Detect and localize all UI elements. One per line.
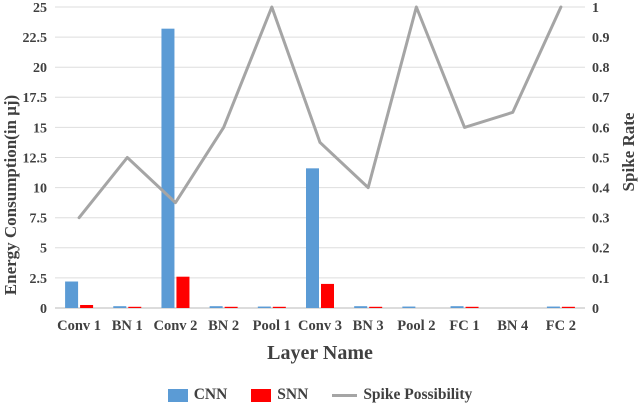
legend-item-snn: SNN	[251, 386, 308, 404]
bar-cnn-conv-3	[306, 168, 319, 308]
left-axis-tick: 7.5	[30, 212, 48, 227]
left-axis-title: Energy Consumption(in μj)	[1, 94, 20, 296]
legend-item-cnn: CNN	[167, 386, 228, 404]
left-axis-tick: 15	[33, 121, 47, 136]
bar-snn-fc-2	[561, 306, 575, 308]
left-axis-tick: 22.5	[23, 31, 48, 46]
bar-cnn-bn-2	[209, 306, 223, 308]
bar-snn-bn-2	[224, 306, 238, 308]
snn-bar-swatch-icon	[251, 388, 272, 402]
x-axis-title: Layer Name	[267, 342, 373, 364]
legend-label-cnn: CNN	[193, 386, 228, 403]
bar-cnn-fc-1	[450, 306, 464, 308]
right-axis-tick: 0.1	[592, 272, 610, 287]
spike-possibility-line	[77, 5, 563, 220]
left-axis-tick: 2.5	[30, 272, 48, 287]
left-axis-tick: 25	[33, 1, 47, 16]
right-axis-tick: 0	[592, 302, 599, 317]
x-axis-tick: Conv 3	[298, 318, 342, 334]
right-axis-tick: 0.6	[592, 121, 610, 136]
right-axis-tick: 0.3	[592, 212, 610, 227]
left-axis-tick: 0	[40, 302, 47, 317]
bar-cnn-bn-1	[113, 306, 127, 308]
right-axis-title: Spike Rate	[619, 112, 638, 192]
chart-legend: CNN SNN Spike Possibility	[0, 386, 640, 404]
legend-item-spike-possibility: Spike Possibility	[332, 386, 472, 404]
x-axis-tick: BN 1	[112, 318, 143, 334]
left-axis-tick: 10	[33, 182, 47, 197]
cnn-bar-swatch-icon	[167, 388, 188, 402]
legend-label-snn: SNN	[277, 386, 309, 403]
x-axis-tick: Pool 1	[253, 318, 291, 334]
x-axis-tick: FC 2	[546, 318, 576, 334]
x-axis-tick: BN 3	[353, 318, 384, 334]
bar-snn-fc-1	[465, 306, 479, 308]
legend-label-spike-possibility: Spike Possibility	[363, 386, 473, 403]
bar-snn-conv-2	[176, 276, 190, 308]
right-axis-tick: 0.8	[592, 61, 610, 76]
left-axis-tick: 20	[33, 61, 47, 76]
left-axis-tick: 5	[40, 242, 47, 257]
x-axis-tick: BN 4	[497, 318, 528, 334]
x-axis-tick: Conv 2	[153, 318, 197, 334]
left-axis-tick: 17.5	[23, 91, 48, 106]
left-axis-tick: 12.5	[23, 151, 48, 166]
right-axis-tick: 0.9	[592, 31, 610, 46]
x-axis-tick: FC 1	[449, 318, 479, 334]
bar-snn-conv-3	[321, 283, 334, 308]
bar-cnn-conv-1	[65, 281, 79, 308]
bar-cnn-conv-2	[161, 28, 175, 309]
bar-cnn-pool-1	[257, 306, 271, 308]
right-axis-tick: 0.5	[592, 151, 610, 166]
bar-snn-bn-3	[369, 306, 383, 308]
spike-line-swatch-icon	[332, 393, 358, 397]
bar-cnn-fc-2	[546, 306, 560, 308]
bar-snn-bn-1	[128, 306, 142, 308]
x-axis-tick: Pool 2	[397, 318, 435, 334]
chart-plot-area: 0 2.5 5 7.5 10 12.5 15 17.5 20 22.5 25 0 0.1 0.2 0.3 0.…	[23, 1, 610, 334]
bar-cnn-bn-3	[354, 306, 368, 308]
right-axis-tick: 1	[592, 1, 599, 16]
x-axis-tick: Conv 1	[57, 318, 101, 334]
right-axis-tick: 0.7	[592, 91, 610, 106]
bar-snn-pool-1	[272, 306, 286, 308]
right-axis-tick: 0.4	[592, 182, 610, 197]
bar-snn-conv-1	[80, 304, 94, 308]
right-axis-tick: 0.2	[592, 242, 610, 257]
bar-cnn-pool-2	[402, 306, 416, 308]
x-axis-tick: BN 2	[208, 318, 239, 334]
